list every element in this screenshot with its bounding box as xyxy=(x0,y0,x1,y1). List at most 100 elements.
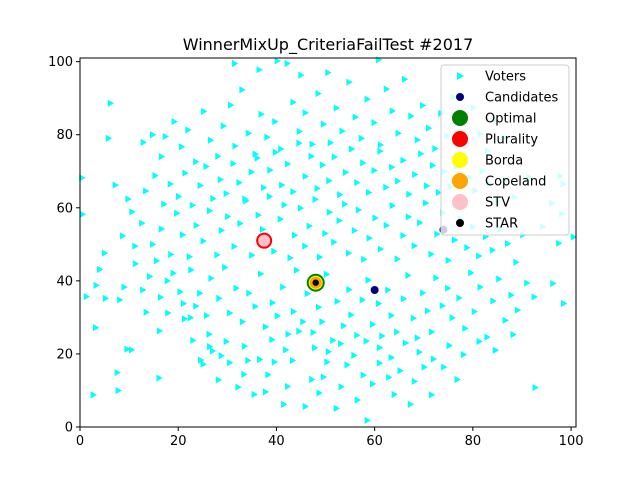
voter-point xyxy=(322,229,329,237)
voter-point xyxy=(312,344,319,352)
voter-point xyxy=(280,283,287,291)
legend-label-candidates: Candidates xyxy=(485,91,558,106)
voter-point xyxy=(394,255,401,263)
voter-point xyxy=(331,153,338,161)
voter-point xyxy=(508,291,515,299)
voter-point xyxy=(345,249,353,257)
voter-point xyxy=(325,348,333,356)
voter-point xyxy=(216,294,223,302)
voter-point xyxy=(140,286,147,294)
voter-point xyxy=(197,289,204,297)
voter-point xyxy=(429,161,437,170)
voter-point xyxy=(371,166,378,175)
voter-point xyxy=(439,302,447,310)
legend-marker-stv xyxy=(452,194,468,210)
voter-point xyxy=(241,342,249,350)
voter-point xyxy=(271,247,278,255)
voter-point xyxy=(207,136,215,144)
voter-point xyxy=(248,168,255,176)
voter-point xyxy=(296,139,303,147)
voter-point xyxy=(255,211,262,219)
voter-point xyxy=(452,236,459,244)
legend-marker-candidates xyxy=(456,93,464,101)
voter-point xyxy=(223,337,230,346)
voter-point xyxy=(324,358,331,366)
voter-point xyxy=(231,59,239,68)
legend-label-optimal: Optimal xyxy=(485,112,536,127)
voter-point xyxy=(333,104,340,112)
voter-point xyxy=(421,363,428,371)
voter-point xyxy=(330,336,337,345)
voter-point xyxy=(189,201,197,209)
voter-point xyxy=(290,188,297,196)
voter-point xyxy=(411,377,419,385)
voter-point xyxy=(239,86,246,94)
voter-point xyxy=(149,240,157,248)
voter-point xyxy=(180,299,188,308)
voter-point xyxy=(161,200,168,208)
voter-point xyxy=(125,195,132,203)
voter-point xyxy=(281,201,288,209)
voter-point xyxy=(260,184,268,192)
voter-point xyxy=(193,221,200,229)
voter-point xyxy=(341,322,348,330)
voter-point xyxy=(354,396,362,404)
voter-point xyxy=(394,328,401,336)
legend-marker-star xyxy=(456,219,464,227)
voter-point xyxy=(300,318,307,326)
voter-point xyxy=(445,284,452,292)
voter-point xyxy=(371,119,378,127)
voter-point xyxy=(287,254,294,262)
voter-point xyxy=(197,181,204,190)
voter-point xyxy=(115,386,122,395)
voter-point xyxy=(246,289,253,297)
voter-point xyxy=(315,89,322,98)
voter-point xyxy=(182,169,189,177)
voter-point xyxy=(230,159,237,168)
voter-point xyxy=(531,293,538,301)
voter-point xyxy=(252,302,259,311)
voter-point xyxy=(258,270,265,278)
voter-point xyxy=(200,237,207,245)
voter-point xyxy=(325,69,332,77)
voter-point xyxy=(336,216,343,225)
voter-point xyxy=(489,246,497,254)
voter-point xyxy=(337,191,344,199)
voter-point xyxy=(121,283,128,291)
voter-point xyxy=(206,330,213,338)
legend-label-plurality: Plurality xyxy=(485,133,538,148)
x-tick-label: 60 xyxy=(366,434,383,449)
voter-point xyxy=(420,289,427,297)
voter-point xyxy=(215,152,222,160)
voter-point xyxy=(217,176,225,184)
voter-point xyxy=(285,382,292,391)
voter-point xyxy=(400,156,407,164)
voter-point xyxy=(170,269,177,277)
voter-point xyxy=(284,59,291,68)
voter-point xyxy=(291,231,299,239)
voter-point xyxy=(181,315,189,323)
voter-point xyxy=(165,309,172,317)
voter-point xyxy=(355,206,363,214)
voter-point xyxy=(124,345,131,353)
voter-point xyxy=(129,208,136,216)
y-tick-label: 40 xyxy=(56,274,73,289)
voter-point xyxy=(326,177,333,185)
voter-point xyxy=(83,292,90,301)
voter-point xyxy=(279,181,286,189)
voter-point xyxy=(561,299,568,308)
voter-point xyxy=(308,152,315,160)
legend-marker-optimal xyxy=(452,110,468,126)
voter-point xyxy=(101,249,109,257)
voter-point xyxy=(156,327,164,335)
voter-point xyxy=(434,230,441,238)
voter-point xyxy=(293,266,301,274)
voter-point xyxy=(262,323,270,331)
voter-point xyxy=(331,238,338,246)
voter-point xyxy=(164,277,172,285)
voter-point xyxy=(143,308,150,316)
voter-point xyxy=(388,311,395,320)
voter-point xyxy=(395,177,402,185)
voter-point xyxy=(359,296,366,304)
voter-point xyxy=(214,251,221,259)
